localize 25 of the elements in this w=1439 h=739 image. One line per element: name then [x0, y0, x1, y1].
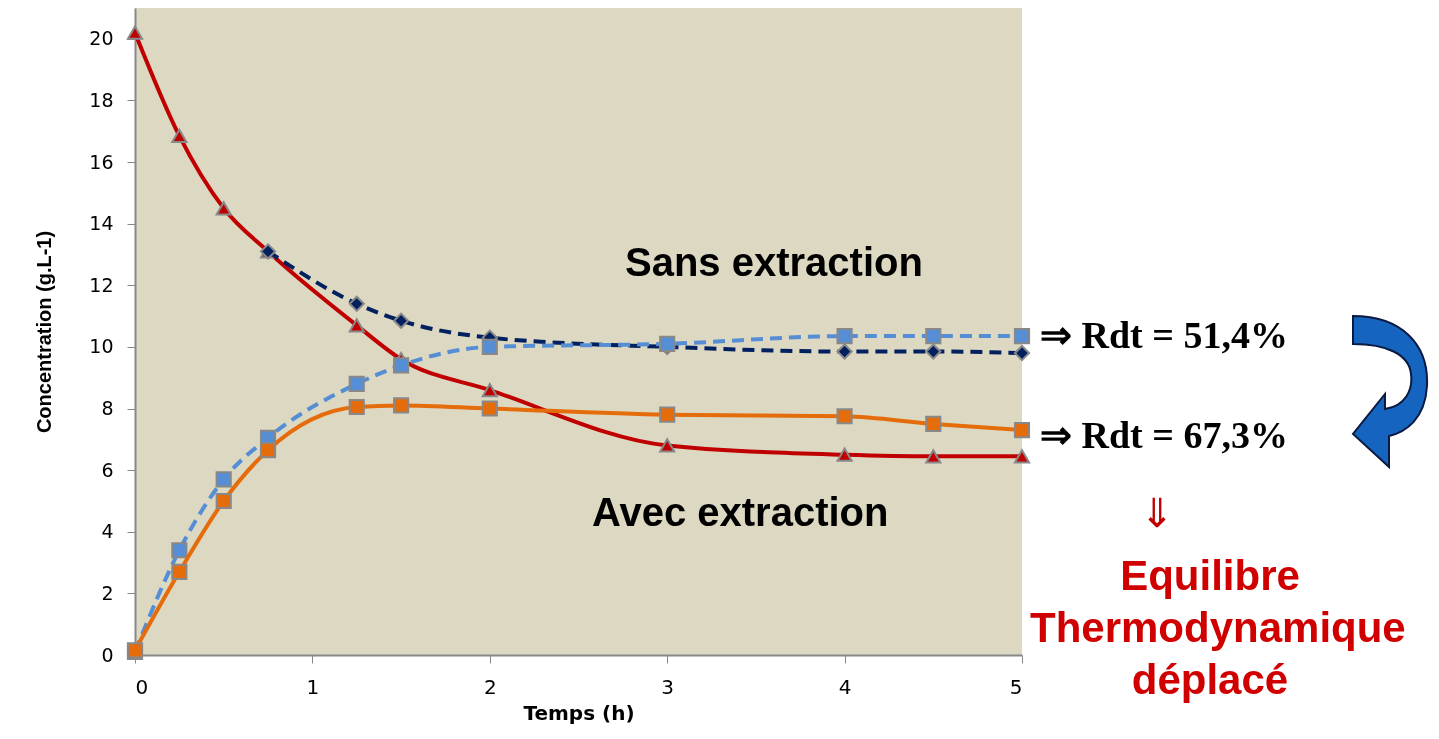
y-axis-title: Concentration (g.L-1): [33, 230, 56, 434]
y-tick-label: 12: [89, 273, 114, 296]
text: ⇓: [1140, 490, 1174, 536]
annotation: Avec extraction: [592, 490, 889, 535]
y-tick-label: 0: [101, 643, 114, 666]
y-tick-label: 2: [101, 581, 114, 604]
x-tick-label: 0: [135, 674, 149, 699]
y-tick-label: 10: [89, 335, 114, 358]
x-tick-label: 2: [483, 674, 497, 699]
x-axis-title: Temps (h): [523, 700, 635, 725]
text: ⇒ Rdt = 51,4%: [1040, 313, 1288, 357]
annotation: Sans extraction: [625, 240, 923, 285]
text: ⇒ Rdt = 67,3%: [1040, 413, 1288, 457]
y-tick-label: 18: [89, 88, 114, 111]
y-tick-label: 14: [89, 212, 114, 235]
y-tick-label: 6: [101, 458, 114, 481]
y-tick-label: 16: [89, 150, 114, 173]
y-tick-label: 4: [101, 520, 114, 543]
x-tick-label: 5: [1009, 674, 1023, 699]
x-tick-label: 4: [838, 674, 852, 699]
x-tick-label: 3: [661, 674, 675, 699]
y-tick-label: 8: [101, 397, 114, 420]
y-tick-label: 20: [89, 27, 114, 50]
x-tick-label: 1: [306, 674, 320, 699]
text: Equilibre Thermodynamique déplacé: [1030, 551, 1406, 705]
